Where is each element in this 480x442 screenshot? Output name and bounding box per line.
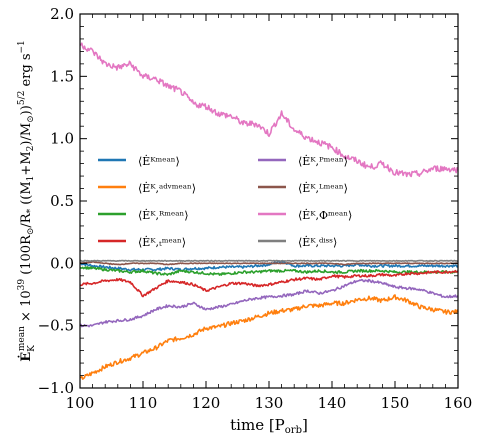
series-line-3 (79, 269, 459, 298)
legend-label: ⟨Ėᴷ,ᴸᵐᵉᵃⁿ⟩ (298, 181, 348, 195)
svg-text:ĖKmean × 1039 (100R⊙/R* ((M1+M: ĖKmean × 1039 (100R⊙/R* ((M1+M2)/M⊙))5/2… (17, 40, 37, 362)
y-axis-label: ĖKmean × 1039 (100R⊙/R* ((M1+M2)/M⊙))5/2… (17, 40, 37, 362)
legend-label: ⟨Ėᴷ,ₜᵐᵉᵃⁿ⟩ (138, 235, 186, 249)
series-line-4 (79, 278, 459, 328)
series-line-2 (79, 265, 459, 276)
y-tick-label: 1.0 (50, 130, 74, 148)
y-tick-label: 0.5 (50, 192, 74, 210)
x-axis-label-subscript: orb (285, 425, 302, 436)
y-tick-label: 2.0 (50, 5, 74, 23)
legend-label: ⟨Ėᴷ,ᵈⁱˢˢ⟩ (298, 235, 337, 249)
x-tick-label: 130 (255, 394, 284, 412)
tick-layer: 100 110 120 130 140 150 160 −1.0 −0.5 0.0 0.5 1.0 1.… (38, 5, 473, 412)
series-line-1 (79, 294, 459, 380)
x-tick-label: 140 (318, 394, 347, 412)
x-tick-label: 100 (66, 394, 95, 412)
legend-label: ⟨Ėᴷ,ᴿᵐᵉᵃⁿ⟩ (138, 208, 189, 222)
series-line-6 (79, 42, 459, 178)
legend-label: ⟨Ėᴷ,Φᵐᵉᵃⁿ⟩ (298, 208, 352, 222)
y-tick-label: 1.5 (50, 67, 74, 85)
series-line-7 (79, 259, 459, 263)
y-tick-label: −0.5 (38, 317, 74, 335)
legend: ⟨Ėᴷᵐᵉᵃⁿ⟩ ⟨Ėᴷ,ᵃᵈᵛᵐᵉᵃⁿ⟩ ⟨Ėᴷ,ᴿᵐᵉᵃⁿ⟩ ⟨Ėᴷ,ₜᵐᵉᵃⁿ⟩… (98, 154, 352, 249)
x-tick-label: 160 (444, 394, 473, 412)
y-tick-label: −1.0 (38, 379, 74, 397)
series-layer (79, 42, 459, 380)
series-line-5 (79, 260, 459, 266)
legend-label: ⟨Ėᴷ,ᴾᵐᵉᵃⁿ⟩ (298, 154, 348, 168)
x-tick-label: 110 (129, 394, 158, 412)
legend-label: ⟨Ėᴷᵐᵉᵃⁿ⟩ (138, 154, 180, 168)
x-tick-label: 120 (192, 394, 221, 412)
x-tick-label: 150 (381, 394, 410, 412)
x-axis-label: time [Porb] (230, 416, 308, 436)
y-tick-label: 0.0 (50, 254, 74, 272)
legend-label: ⟨Ėᴷ,ᵃᵈᵛᵐᵉᵃⁿ⟩ (138, 181, 196, 195)
